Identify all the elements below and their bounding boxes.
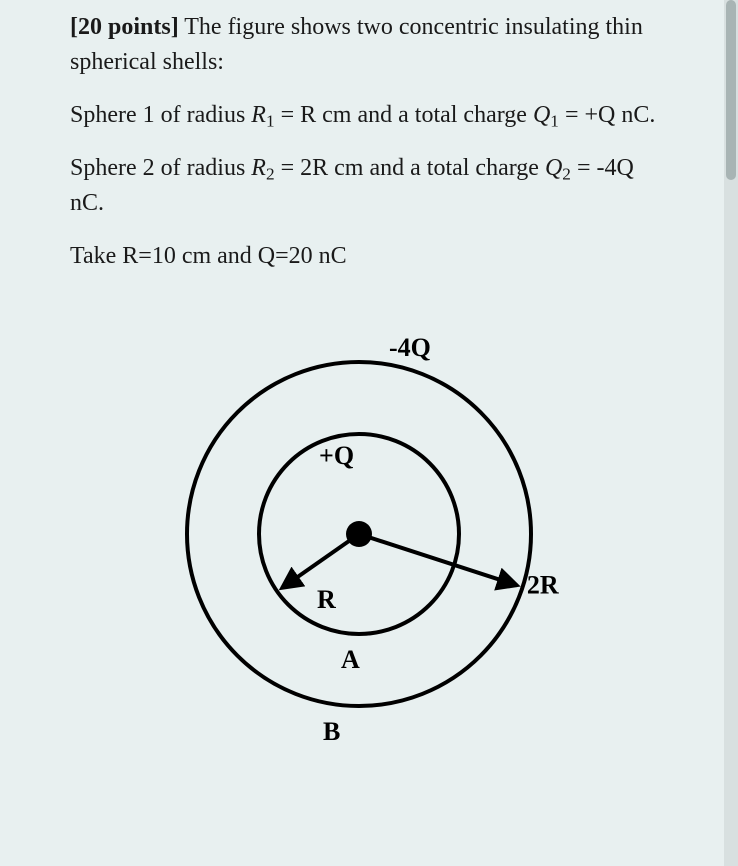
q2-var: Q bbox=[545, 155, 562, 181]
take-line: Take R=10 cm and Q=20 nC bbox=[70, 243, 347, 269]
scrollbar-track[interactable] bbox=[724, 0, 738, 866]
radius-r-arrow bbox=[282, 534, 359, 588]
figure-container: -4Q +Q R 2R A B bbox=[70, 324, 668, 754]
sphere1-paragraph: Sphere 1 of radius R1 = R cm and a total… bbox=[70, 98, 668, 133]
sphere1-pre: Sphere 1 of radius bbox=[70, 102, 251, 128]
scrollbar-thumb[interactable] bbox=[726, 0, 736, 180]
r1-sub: 1 bbox=[266, 111, 275, 130]
r2-var: R bbox=[251, 155, 266, 181]
sphere1-post: = +Q nC. bbox=[559, 102, 655, 128]
q1-sub: 1 bbox=[550, 111, 559, 130]
sphere2-mid1: = 2R cm and a total charge bbox=[275, 155, 545, 181]
intro-paragraph: [20 points] The figure shows two concent… bbox=[70, 10, 668, 80]
sphere1-mid: = R cm and a total charge bbox=[275, 102, 533, 128]
problem-content: [20 points] The figure shows two concent… bbox=[0, 0, 738, 774]
concentric-spheres-diagram: -4Q +Q R 2R A B bbox=[179, 324, 559, 754]
sphere2-pre: Sphere 2 of radius bbox=[70, 155, 251, 181]
q2-sub: 2 bbox=[562, 164, 571, 183]
points-label: [20 points] bbox=[70, 14, 179, 40]
r1-var: R bbox=[251, 102, 266, 128]
b-label: B bbox=[323, 717, 340, 746]
inner-charge-label: +Q bbox=[319, 441, 354, 470]
q1-var: Q bbox=[533, 102, 550, 128]
radius-2r-arrow bbox=[359, 534, 517, 585]
r-label: R bbox=[317, 585, 336, 614]
sphere2-paragraph: Sphere 2 of radius R2 = 2R cm and a tota… bbox=[70, 151, 668, 221]
take-paragraph: Take R=10 cm and Q=20 nC bbox=[70, 239, 668, 274]
a-label: A bbox=[341, 645, 360, 674]
outer-charge-label: -4Q bbox=[389, 333, 431, 362]
2r-label: 2R bbox=[527, 570, 559, 599]
r2-sub: 2 bbox=[266, 164, 275, 183]
